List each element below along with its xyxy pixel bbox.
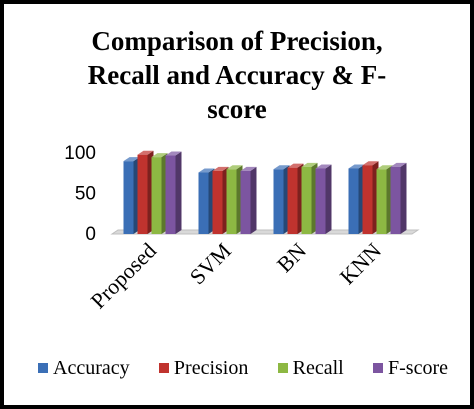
bar-top [212,166,229,171]
bar-f-score-svm [240,166,257,234]
bar-accuracy-knn [348,164,365,234]
legend-label: Precision [173,356,249,379]
bar-top [273,165,290,170]
bar-top [287,163,304,168]
legend-item-f-score: F-score [373,357,448,380]
bar-f-score-proposed [165,151,182,234]
legend-item-recall: Recall [277,356,344,380]
chart-title-line-1: Comparison of Precision, [91,26,383,56]
bar-front [390,166,401,234]
x-tick-label: Proposed [85,238,161,314]
legend-label: Recall [292,356,344,379]
chart-title-line-3: score [207,94,267,124]
bar-side [175,151,182,234]
chart-title-line-2: Recall and Accuracy & F- [87,60,387,90]
bar-front [137,154,148,234]
y-tick-label: 100 [64,143,96,164]
bar-top [348,164,365,169]
bar-side [325,164,332,234]
bar-front [151,157,162,234]
bar-top [226,165,243,170]
bar-accuracy-bn [273,165,290,234]
bar-front [273,169,284,234]
bar-front [362,165,373,234]
bar-front [240,170,251,234]
bar-top [362,161,379,166]
bar-precision-knn [362,161,379,234]
bar-top [137,150,154,155]
legend-swatch [38,363,48,373]
bar-top [151,153,168,158]
bar-top [198,168,215,173]
bar-top [165,151,182,156]
bar-recall-svm [226,165,243,234]
legend-item-precision: Precision [158,356,249,380]
bar-front [315,168,326,234]
legend-swatch [373,363,383,373]
bar-top [376,165,393,170]
bar-side [400,162,407,234]
bar-precision-bn [287,163,304,234]
legend-item-accuracy: Accuracy [38,357,130,380]
bar-front [287,167,298,234]
bar-recall-knn [376,165,393,234]
x-tick-label: SVM [185,238,236,289]
bar-front [348,168,359,234]
bar-accuracy-svm [198,168,215,234]
bar-top [123,157,140,162]
y-tick-label: 50 [75,184,96,205]
legend-label: Accuracy [53,356,130,379]
chart-floor [110,229,420,235]
bar-top [240,166,257,171]
bar-front [376,169,387,234]
bar-f-score-bn [315,164,332,234]
x-tick-label: BN [272,238,311,277]
legend-label: F-score [388,356,448,379]
bar-front [212,170,223,234]
bar-f-score-knn [390,162,407,234]
y-tick-label: 0 [85,224,96,245]
legend-swatch [158,363,169,373]
bar-side [250,166,257,234]
bar-precision-proposed [137,150,154,234]
bar-front [165,155,176,234]
bar-front [198,172,209,234]
x-tick-label: KNN [335,238,386,289]
bar-top [301,162,318,167]
bar-recall-proposed [151,153,168,234]
bar-front [226,169,237,234]
bar-accuracy-proposed [123,157,140,234]
chart-title: Comparison of Precision, Recall and Accu… [40,24,434,126]
bar-top [315,164,332,169]
bar-recall-bn [301,162,318,234]
bar-front [301,166,312,234]
bar-front [123,161,134,234]
legend-swatch [277,363,288,373]
bar-top [390,162,407,167]
bar-precision-svm [212,166,229,234]
chart-legend: Accuracy Precision Recall F-score [38,354,448,382]
